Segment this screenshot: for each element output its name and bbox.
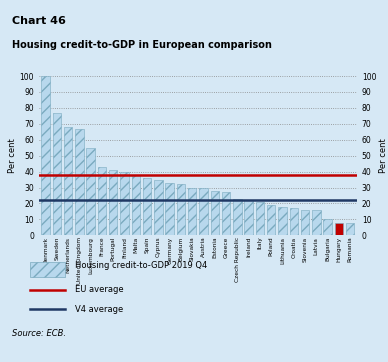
Bar	[165, 183, 174, 235]
Bar	[335, 223, 343, 235]
Text: Chart 46: Chart 46	[12, 16, 66, 26]
Bar	[188, 188, 196, 235]
Text: Source: ECB.: Source: ECB.	[12, 329, 66, 338]
Bar	[301, 210, 309, 235]
Bar	[211, 191, 219, 235]
Bar	[143, 178, 151, 235]
Bar	[87, 148, 95, 235]
Bar	[42, 76, 50, 235]
Bar	[109, 170, 118, 235]
Bar	[222, 192, 230, 235]
Bar	[132, 175, 140, 235]
Bar	[177, 184, 185, 235]
Text: Housing credit-to-GDP 2019 Q4: Housing credit-to-GDP 2019 Q4	[75, 261, 208, 270]
Text: Housing credit-to-GDP in European comparison: Housing credit-to-GDP in European compar…	[12, 40, 272, 50]
Bar	[98, 167, 106, 235]
Bar	[233, 199, 242, 235]
Bar	[53, 113, 61, 235]
Bar	[120, 172, 129, 235]
Bar	[278, 207, 287, 235]
Bar	[75, 129, 84, 235]
Text: EU average: EU average	[75, 285, 124, 294]
Bar	[244, 200, 253, 235]
Bar	[64, 127, 73, 235]
Y-axis label: Per cent: Per cent	[8, 138, 17, 173]
Y-axis label: Per cent: Per cent	[379, 138, 388, 173]
Bar	[267, 205, 275, 235]
Bar	[312, 210, 320, 235]
Bar	[256, 202, 264, 235]
FancyBboxPatch shape	[30, 262, 65, 277]
Bar	[154, 180, 163, 235]
Bar	[323, 219, 332, 235]
Text: V4 average: V4 average	[75, 305, 123, 313]
Bar	[199, 188, 208, 235]
Bar	[289, 208, 298, 235]
Bar	[346, 223, 354, 235]
